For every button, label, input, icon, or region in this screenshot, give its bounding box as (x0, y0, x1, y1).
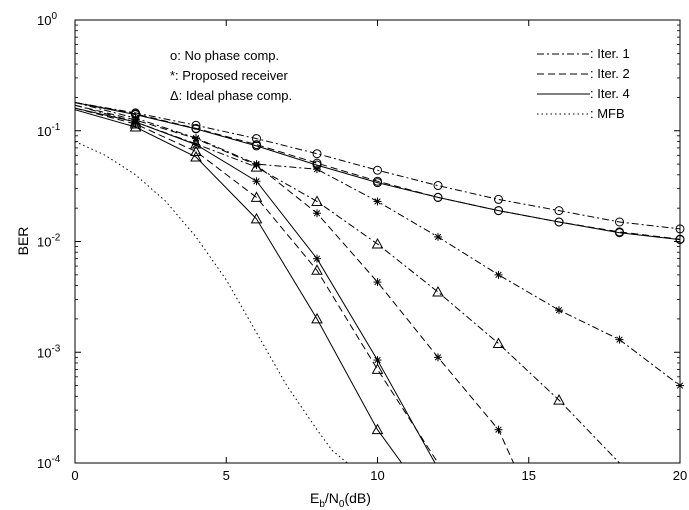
series-0-point (554, 206, 564, 216)
y-tick-label: 10-4 (37, 454, 61, 471)
series-2-point (433, 192, 443, 202)
series-4-point (313, 209, 321, 218)
series-6-point (311, 195, 323, 206)
y-tick-label: 10-2 (37, 233, 61, 250)
marker-legend-entry: Δ: Ideal phase comp. (170, 88, 292, 103)
series-2-point (373, 178, 382, 188)
x-label-mid: /N (325, 490, 339, 506)
series-0-point (615, 217, 624, 227)
series-0-point (433, 181, 443, 191)
y-tick-label: 10-3 (37, 343, 61, 360)
axis-ticks: 0 5 10 15 20 10-4 10-3 10-2 10-1 100 (37, 11, 687, 483)
series-5-point (373, 356, 382, 365)
x-tick-label: 15 (522, 468, 536, 483)
x-label-tail: (dB) (344, 490, 370, 506)
series-6-point (492, 337, 505, 348)
y-tick-label: 10-1 (37, 122, 61, 139)
marker-legend-entry: *: Proposed receiver (170, 68, 288, 83)
series-3-point (494, 270, 503, 279)
x-tick-label: 5 (223, 468, 230, 483)
series-2-point (554, 217, 564, 227)
series-0-point (494, 194, 503, 204)
series-3-point (615, 335, 624, 344)
line-legend-entry: : MFB (590, 106, 625, 121)
series-8-point (371, 423, 384, 435)
series-2-point (494, 206, 503, 216)
series-3-point (555, 306, 563, 315)
series-3-point (373, 197, 382, 206)
series-2-point (252, 141, 261, 151)
series-line-8 (75, 109, 403, 463)
x-tick-label: 0 (71, 468, 78, 483)
series-2-point (615, 228, 624, 238)
series-3-point (434, 232, 442, 241)
series-4-point (434, 353, 442, 362)
series-2-point (675, 235, 685, 245)
x-label-sub1: b (319, 499, 325, 510)
series-5-point (252, 177, 261, 186)
legends: o: No phase comp. *: Proposed receiver Δ: … (170, 46, 630, 121)
series-2-point (191, 124, 201, 134)
series-4-point (373, 278, 382, 287)
series-3-point (676, 381, 684, 390)
series-7-point (190, 145, 202, 156)
series-0-point (252, 134, 261, 144)
series-8-point (190, 150, 202, 162)
x-tick-label: 10 (370, 468, 384, 483)
series-6-point (371, 237, 384, 249)
series-8-point (250, 212, 263, 224)
series-5-point (313, 254, 321, 263)
series-line-9 (75, 141, 348, 463)
series-line-7 (75, 107, 439, 463)
series-7-point (371, 363, 384, 374)
x-label-main: E (310, 490, 319, 506)
series-7-point (250, 191, 263, 202)
series-4-point (494, 425, 503, 434)
line-legend-entry: : Iter. 1 (590, 46, 630, 61)
series-0-point (191, 120, 201, 130)
series-7-point (311, 264, 323, 275)
series-6-point (432, 285, 444, 297)
y-tick-label: 100 (37, 11, 57, 28)
line-legend-entry: : Iter. 4 (590, 86, 630, 101)
series-6-point (250, 161, 263, 172)
x-axis-label: Eb/N0(dB) (310, 490, 371, 510)
y-axis-label: BER (15, 227, 31, 256)
x-label-sub2: 0 (339, 499, 345, 510)
series-6-point (190, 137, 202, 149)
series-8-point (129, 121, 142, 132)
series-0-point (373, 165, 382, 175)
series-line-6 (75, 104, 620, 463)
series-markers (129, 108, 685, 435)
line-legend-entry: : Iter. 2 (590, 66, 630, 81)
series-6-point (129, 115, 142, 127)
x-tick-label: 20 (673, 468, 687, 483)
series-0-point (312, 149, 322, 159)
series-0-point (675, 224, 685, 234)
series-line-0 (75, 102, 680, 230)
series-3-point (313, 165, 321, 174)
series-7-point (129, 117, 142, 129)
series-6-point (553, 394, 565, 405)
series-line-2 (75, 102, 680, 241)
marker-legend-entry: o: No phase comp. (170, 48, 279, 63)
series-8-point (311, 312, 323, 324)
